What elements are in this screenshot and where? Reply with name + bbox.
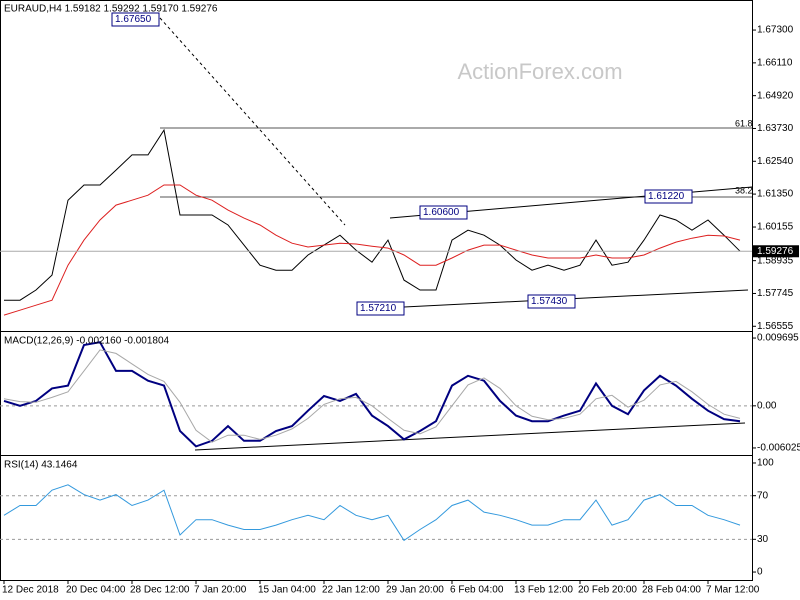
trendline <box>194 422 746 451</box>
y-tick-label: 1.62540 <box>757 156 794 167</box>
y-tick-label: 1.61350 <box>757 189 794 200</box>
panel-title: RSI(14) 43.1464 <box>4 460 78 471</box>
y-tick-label: 1.57745 <box>757 288 794 299</box>
x-tick-label: 29 Jan 20:00 <box>386 585 444 596</box>
x-tick-label: 12 Dec 2018 <box>2 585 59 596</box>
x-tick-label: 13 Feb 12:00 <box>514 585 573 596</box>
y-tick-label: 30 <box>757 534 769 545</box>
trendline <box>159 17 346 226</box>
watermark: ActionForex.com <box>457 59 622 84</box>
annotation: 1.57430 <box>531 296 568 307</box>
annotation-box <box>527 294 576 309</box>
y-tick-label: 1.66110 <box>757 57 793 68</box>
annotation: 1.60600 <box>423 207 460 218</box>
annotation: 1.67650 <box>115 14 152 25</box>
y-tick-label: 0.009695 <box>757 333 799 344</box>
panel-title: EURAUD,H4 1.59182 1.59292 1.59170 1.5927… <box>4 4 218 15</box>
x-tick-label: 6 Feb 04:00 <box>450 585 504 596</box>
fib-label: 38.2 <box>735 185 753 195</box>
x-tick-label: 15 Jan 04:00 <box>258 585 316 596</box>
y-tick-label: -0.006025 <box>757 443 800 454</box>
annotation: 1.61220 <box>648 191 685 202</box>
y-tick-label: 1.56555 <box>757 321 794 332</box>
series-line <box>3 349 741 443</box>
series-line <box>4 128 741 301</box>
x-tick-label: 20 Feb 20:00 <box>578 585 637 596</box>
y-tick-label: 1.64920 <box>757 90 794 101</box>
annotation-box <box>419 205 468 220</box>
x-tick-label: 7 Mar 12:00 <box>706 585 760 596</box>
y-tick-label: 1.67300 <box>757 25 794 36</box>
trendline <box>403 289 749 308</box>
series-line <box>3 341 741 448</box>
frame <box>0 0 753 581</box>
current-price-box <box>753 245 799 258</box>
panel-title: MACD(12,26,9) -0.002160 -0.001804 <box>4 336 170 347</box>
annotation-box <box>356 301 405 316</box>
series-line <box>3 184 741 316</box>
y-tick-label: 1.58935 <box>757 255 794 266</box>
y-tick-label: 0.00 <box>757 400 777 411</box>
annotation: 1.57210 <box>360 303 397 314</box>
x-tick-label: 20 Dec 04:00 <box>66 585 126 596</box>
annotation-box <box>111 12 160 27</box>
x-tick-label: 22 Jan 12:00 <box>322 585 380 596</box>
y-tick-label: 1.63730 <box>757 123 794 134</box>
y-tick-label: 100 <box>757 458 774 469</box>
fib-label: 61.8 <box>735 118 753 128</box>
x-tick-label: 28 Dec 12:00 <box>130 585 190 596</box>
y-tick-label: 1.60155 <box>757 222 794 233</box>
x-tick-label: 7 Jan 20:00 <box>194 585 247 596</box>
y-tick-label: 70 <box>757 490 769 501</box>
current-price-label: 1.59276 <box>757 246 794 257</box>
series-line <box>3 484 741 542</box>
x-tick-label: 28 Feb 04:00 <box>642 585 701 596</box>
annotation-box <box>644 189 693 204</box>
y-tick-label: 0 <box>757 567 763 578</box>
